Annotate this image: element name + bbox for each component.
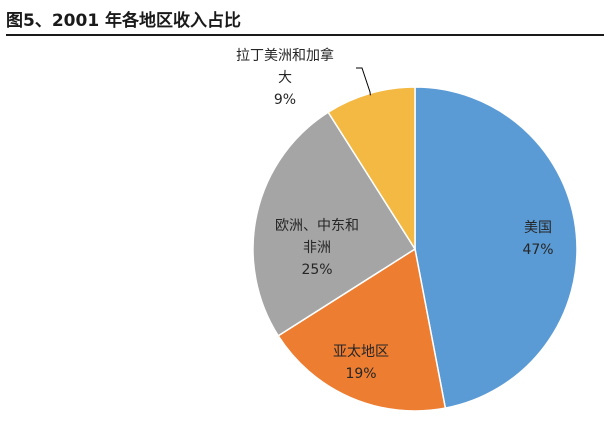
chart-title: 图5、2001 年各地区收入占比 xyxy=(6,11,242,31)
slice-name-text: 非洲 xyxy=(303,240,331,256)
pie-slice-2 xyxy=(277,247,447,412)
slice-value-text: 25% xyxy=(301,262,332,278)
slice-name-text: 美国 xyxy=(524,220,552,236)
slice-name-text: 大 xyxy=(278,70,292,86)
slice-name-text: 欧洲、中东和 xyxy=(275,218,359,234)
title-underline xyxy=(6,34,604,36)
slice-label-2: 亚太地区 19% xyxy=(333,344,389,382)
slice-label-1: 美国 47% xyxy=(522,220,553,258)
slice-value-text: 9% xyxy=(274,92,296,108)
pie-slice-1 xyxy=(414,86,578,410)
slice-name-text: 拉丁美洲和加拿 xyxy=(236,47,334,64)
leader-line xyxy=(356,67,371,96)
pie-slice-3 xyxy=(252,111,417,337)
slice-value-text: 47% xyxy=(522,242,553,258)
slice-value-text: 19% xyxy=(345,366,376,382)
slice-name-text: 亚太地区 xyxy=(333,344,389,360)
